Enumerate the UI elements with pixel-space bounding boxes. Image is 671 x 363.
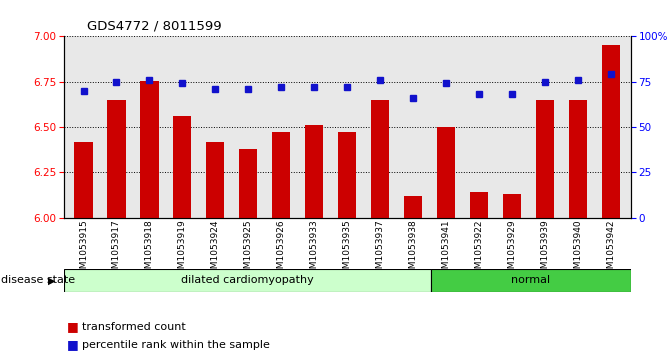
Bar [107,100,125,218]
Text: ▶: ▶ [48,276,55,285]
Bar [404,196,422,218]
Bar [173,116,191,218]
Text: ■: ■ [67,320,79,333]
Bar [74,142,93,218]
Bar [305,125,323,218]
Text: dilated cardiomyopathy: dilated cardiomyopathy [180,276,313,285]
Text: GDS4772 / 8011599: GDS4772 / 8011599 [87,20,222,33]
Bar [503,194,521,218]
Bar [206,142,224,218]
Bar [437,127,455,218]
Text: percentile rank within the sample: percentile rank within the sample [82,340,270,350]
Text: transformed count: transformed count [82,322,186,332]
Bar [602,45,620,218]
Bar [64,269,431,292]
Bar [371,100,389,218]
Bar [470,192,488,218]
Bar [431,269,631,292]
Bar [569,100,587,218]
Bar [140,81,158,218]
Text: normal: normal [511,276,550,285]
Bar [338,132,356,218]
Text: disease state: disease state [1,276,75,285]
Bar [536,100,554,218]
Text: ■: ■ [67,338,79,351]
Bar [272,132,291,218]
Bar [240,149,258,218]
